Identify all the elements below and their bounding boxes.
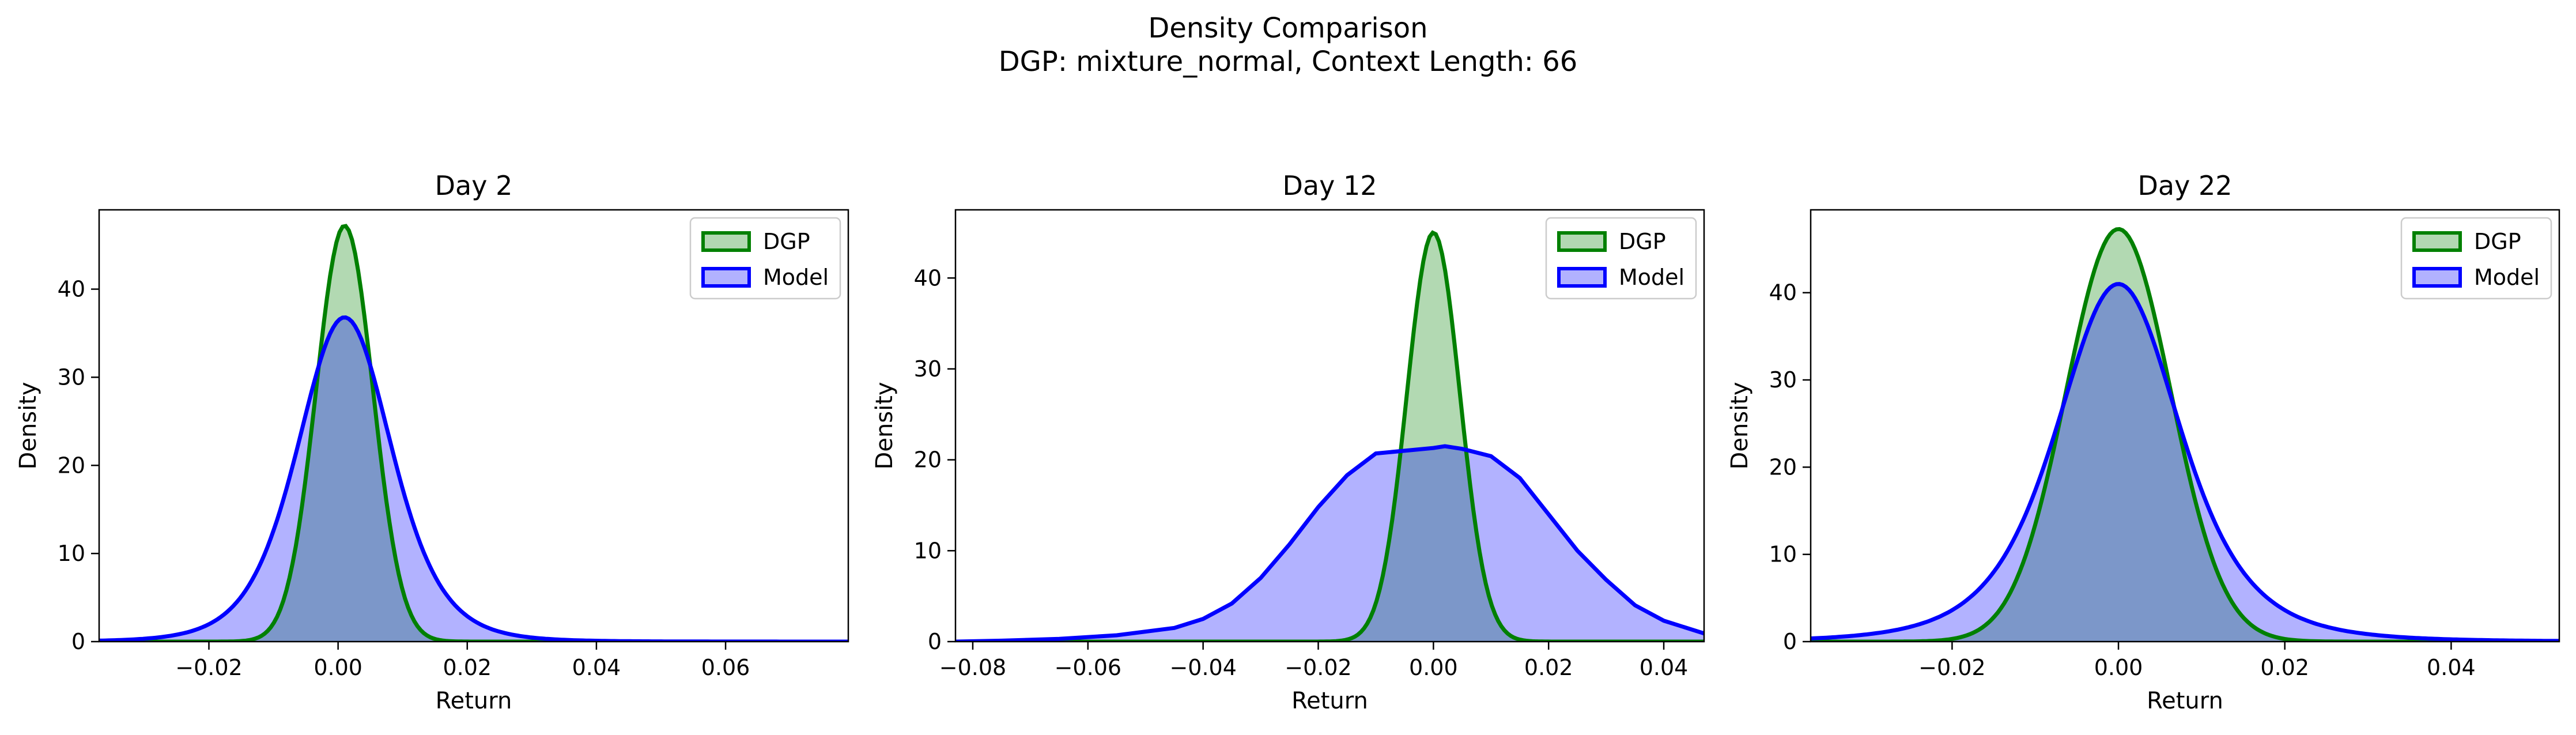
figure-title: Density Comparison — [1148, 12, 1428, 44]
y-tick-label: 10 — [914, 538, 942, 563]
y-tick-label: 0 — [71, 629, 85, 654]
fill-dgp — [1811, 229, 2559, 642]
y-tick-label: 40 — [58, 277, 85, 302]
axes-frame — [954, 209, 1705, 643]
y-tick-label: 40 — [1769, 280, 1797, 306]
legend-label-dgp: DGP — [2474, 229, 2521, 254]
legend-label-dgp: DGP — [1619, 229, 1666, 254]
legend-swatch-dgp — [2412, 231, 2462, 252]
y-tick-label: 30 — [914, 356, 942, 382]
legend-label-dgp: DGP — [763, 229, 810, 254]
panel-day-2: −0.08 −0.06 −0.04 −0.02 0.00 0.02 0.04 0 10 20 30 4… — [871, 170, 1705, 714]
legend: DGP Model — [1545, 217, 1697, 300]
x-tick-label: 0.02 — [1524, 655, 1573, 680]
axes-frame — [98, 209, 849, 643]
plot-area — [1811, 227, 2559, 642]
legend-swatch-model — [2412, 267, 2462, 288]
x-tick-label: −0.02 — [1285, 655, 1351, 680]
x-tick-label: 0.00 — [313, 655, 362, 680]
legend-label-model: Model — [2474, 265, 2540, 290]
y-tick-label: 20 — [1769, 454, 1797, 480]
panel-day-3: −0.02 0.00 0.02 0.04 0 10 20 30 40 Return Density D… — [1727, 170, 2560, 714]
panel-day-1: −0.02 0.00 0.02 0.04 0.06 0 10 20 30 40 Return Dens… — [15, 170, 849, 714]
legend-swatch-model — [1557, 267, 1607, 288]
y-axis-label: Density — [1727, 382, 1753, 469]
x-axis-label: Return — [2147, 688, 2223, 714]
line-dgp — [1811, 227, 2559, 642]
line-model — [955, 444, 1704, 642]
x-axis-label: Return — [436, 688, 512, 714]
panel-title: Day 22 — [2138, 170, 2233, 201]
line-model — [99, 315, 848, 642]
panel-title: Day 2 — [435, 170, 513, 201]
figure-subtitle: DGP: mixture_normal, Context Length: 66 — [998, 46, 1578, 78]
legend-swatch-dgp — [701, 231, 751, 252]
x-tick-label: −0.08 — [939, 655, 1006, 680]
y-axis-label: Density — [15, 382, 41, 469]
panel-title: Day 12 — [1283, 170, 1377, 201]
x-tick-label: 0.04 — [1640, 655, 1689, 680]
x-tick-label: 0.02 — [443, 655, 492, 680]
y-tick-label: 20 — [58, 453, 85, 478]
line-model — [1811, 282, 2559, 642]
legend-swatch-dgp — [1557, 231, 1607, 252]
legend: DGP Model — [2400, 217, 2552, 300]
x-tick-label: 0.00 — [2094, 655, 2143, 680]
x-axis-label: Return — [1291, 688, 1368, 714]
fill-model — [99, 317, 848, 642]
y-tick-label: 10 — [58, 541, 85, 566]
x-tick-label: 0.04 — [2427, 655, 2476, 680]
y-tick-label: 30 — [1769, 367, 1797, 393]
y-tick-label: 40 — [914, 265, 942, 291]
y-axis-label: Density — [871, 382, 898, 469]
fill-model — [955, 446, 1704, 642]
x-tick-label: 0.06 — [701, 655, 750, 680]
legend-swatch-model — [701, 267, 751, 288]
legend-label-model: Model — [763, 265, 829, 290]
x-tick-label: 0.04 — [572, 655, 621, 680]
y-tick-label: 20 — [914, 447, 942, 473]
x-tick-label: −0.02 — [1918, 655, 1985, 680]
y-tick-label: 0 — [928, 629, 942, 654]
y-tick-label: 0 — [1783, 629, 1797, 654]
axes-frame — [1810, 209, 2560, 643]
x-tick-label: −0.02 — [175, 655, 242, 680]
y-tick-label: 30 — [58, 364, 85, 390]
x-tick-label: −0.04 — [1169, 655, 1236, 680]
x-tick-label: 0.02 — [2260, 655, 2309, 680]
y-tick-label: 10 — [1769, 542, 1797, 567]
x-tick-label: 0.00 — [1409, 655, 1458, 680]
legend: DGP Model — [689, 217, 841, 300]
x-tick-label: −0.06 — [1055, 655, 1121, 680]
legend-label-model: Model — [1619, 265, 1684, 290]
